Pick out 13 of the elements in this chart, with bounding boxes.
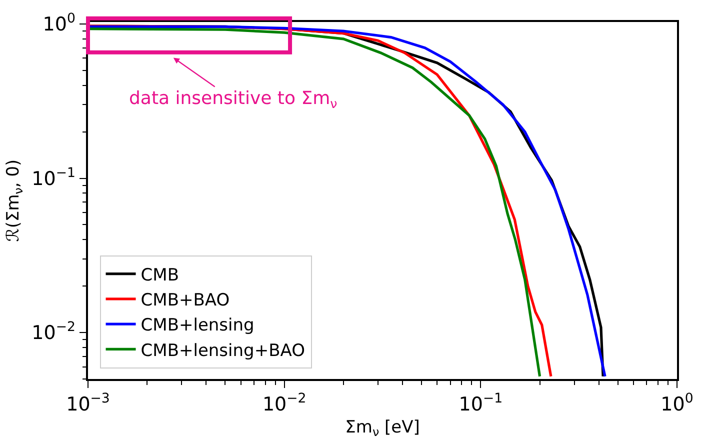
legend-label: CMB+lensing+BAO xyxy=(140,340,305,361)
y-tick-label: 10$^{−2}$ xyxy=(32,320,76,344)
x-axis-title: Σm$_{ν}$ [eV] xyxy=(345,417,420,440)
x-tick-label: 10$^{−2}$ xyxy=(262,392,306,416)
annotation: data insensitive to Σm$_{ν}$ xyxy=(129,88,338,111)
y-tick-label: 10$^{−1}$ xyxy=(32,166,76,190)
x-tick-label: 10$^{−3}$ xyxy=(66,392,110,416)
legend-label: CMB+BAO xyxy=(140,290,230,311)
legend-label: CMB xyxy=(140,265,179,286)
x-tick-label: 10$^{0}$ xyxy=(660,392,694,416)
legend-label: CMB+lensing xyxy=(140,316,254,336)
y-tick-label: 10$^{0}$ xyxy=(42,12,76,36)
x-tick-label: 10$^{−1}$ xyxy=(458,392,503,416)
